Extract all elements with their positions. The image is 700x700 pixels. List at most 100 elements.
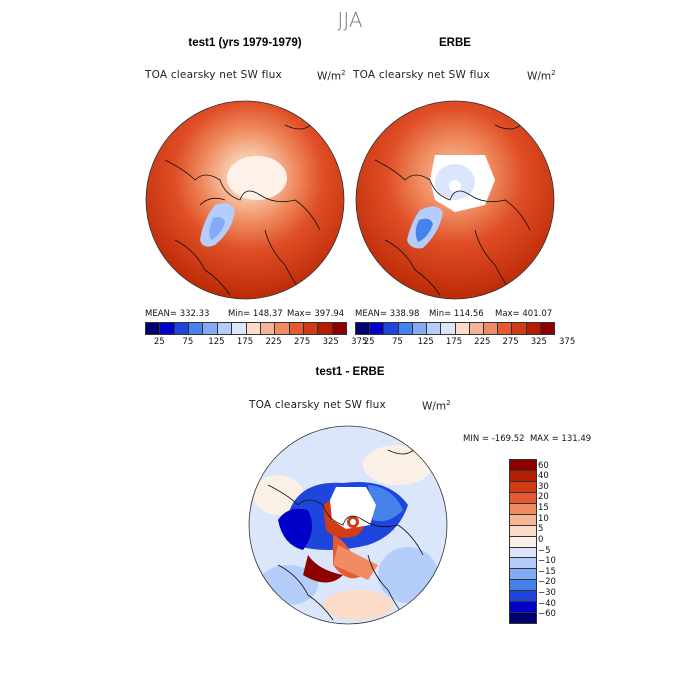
colorbar-swatch — [260, 323, 276, 334]
colorbar-swatch — [398, 323, 413, 334]
colorbar-tick-label: −40 — [538, 598, 556, 609]
colorbar-swatch — [246, 323, 261, 334]
colorbar-tick-label: 40 — [538, 471, 549, 482]
colorbar-swatch — [512, 323, 527, 334]
diff-unit: W/m2 — [422, 399, 451, 413]
colorbar-tick-label: −5 — [538, 545, 551, 556]
colorbar-tick-label: 25 — [153, 337, 165, 347]
colorbar-swatch — [160, 323, 175, 334]
colorbar-tick-label: 75 — [392, 337, 403, 347]
colorbar-tick-label: 75 — [182, 337, 194, 347]
colorbar-tick-label: 375 — [351, 337, 368, 347]
colorbar-swatch — [510, 492, 536, 504]
colorbar-swatch — [303, 323, 319, 334]
colorbar-swatch — [540, 323, 555, 334]
colorbar-swatch — [412, 323, 428, 334]
colorbar-swatch — [275, 323, 290, 334]
diff-title: test1 - ERBE — [315, 366, 385, 378]
colorbar-tick-label: 10 — [538, 513, 549, 524]
colorbar-swatch — [510, 580, 536, 592]
colorbar-swatch — [289, 323, 304, 334]
colorbar-tick-label: −15 — [538, 566, 556, 577]
colorbar-swatch — [318, 323, 333, 334]
panel1-variable: TOA clearsky net SW flux — [145, 69, 282, 81]
panel2-variable: TOA clearsky net SW flux — [353, 69, 490, 81]
colorbar-tick-label: 0 — [538, 534, 544, 545]
season-title: JJA — [337, 8, 363, 32]
colorbar-swatch — [384, 323, 399, 334]
panel2-colorbar — [355, 322, 555, 335]
diff-colorbar — [509, 459, 537, 624]
colorbar-swatch — [217, 323, 233, 334]
colorbar-swatch — [510, 569, 536, 581]
colorbar-tick-label: 60 — [538, 460, 549, 471]
panel1-colorbar-ticks: 25 75 125 175 225 275 325 375 — [145, 337, 368, 349]
colorbar-tick-label: 25 — [363, 337, 375, 347]
colorbar-tick-label: 15 — [538, 503, 549, 514]
diff-minmax: MIN = -169.52 MAX = 131.49 — [463, 434, 592, 444]
panel2-title: ERBE — [439, 37, 471, 49]
colorbar-swatch — [510, 525, 536, 537]
colorbar-swatch — [469, 323, 484, 334]
colorbar-tick-label: −20 — [538, 577, 556, 588]
colorbar-tick-label: 20 — [538, 492, 549, 503]
colorbar-tick-label: 275 — [502, 337, 519, 347]
colorbar-swatch — [146, 323, 161, 334]
panel2-colorbar-ticks: 25 75 125 175 225 275 325 375 — [355, 337, 576, 349]
panel1-unit: W/m2 — [317, 69, 346, 83]
colorbar-tick-label: 5 — [538, 524, 544, 535]
colorbar-swatch — [189, 323, 204, 334]
colorbar-swatch — [510, 514, 536, 526]
colorbar-tick-label: 225 — [474, 337, 491, 347]
colorbar-tick-label: 125 — [417, 337, 434, 347]
diff-variable: TOA clearsky net SW flux — [249, 399, 386, 411]
colorbar-tick-label: 225 — [265, 337, 282, 347]
colorbar-tick-label: 325 — [322, 337, 339, 347]
panel1-colorbar — [145, 322, 347, 335]
colorbar-swatch — [441, 323, 456, 334]
colorbar-tick-label: 125 — [208, 337, 225, 347]
colorbar-swatch — [510, 613, 536, 624]
panel1-max: Max= 397.94 — [287, 309, 345, 319]
colorbar-swatch — [483, 323, 499, 334]
diff-polar-map — [248, 425, 448, 625]
colorbar-tick-label: −10 — [538, 556, 556, 567]
panel2-polar-map — [355, 100, 555, 300]
colorbar-swatch — [356, 323, 371, 334]
colorbar-swatch — [232, 323, 247, 334]
panel1-mean: MEAN= 332.33 — [145, 309, 210, 319]
panel1-min: Min= 148.37 — [228, 309, 283, 319]
colorbar-swatch — [370, 323, 385, 334]
panel2-max: Max= 401.07 — [495, 309, 553, 319]
panel1-polar-map — [145, 100, 345, 300]
panel2-unit: W/m2 — [527, 69, 556, 83]
colorbar-swatch — [203, 323, 218, 334]
colorbar-swatch — [510, 536, 536, 548]
colorbar-swatch — [332, 323, 347, 334]
colorbar-swatch — [510, 591, 536, 603]
colorbar-tick-label: 325 — [530, 337, 547, 347]
colorbar-swatch — [510, 481, 536, 493]
diff-colorbar-ticks: 60 40 30 20 15 10 5 0 −5 −10 −15 −20 −30 −40 −60 — [538, 459, 578, 622]
colorbar-swatch — [510, 602, 536, 614]
colorbar-swatch — [455, 323, 470, 334]
panel2-mean: MEAN= 338.98 — [355, 309, 420, 319]
colorbar-swatch — [510, 503, 536, 515]
colorbar-tick-label: 30 — [538, 481, 549, 492]
colorbar-swatch — [510, 558, 536, 570]
colorbar-swatch — [510, 470, 536, 482]
colorbar-tick-label: −30 — [538, 588, 556, 599]
colorbar-swatch — [526, 323, 541, 334]
panel1-title: test1 (yrs 1979-1979) — [188, 37, 302, 49]
colorbar-swatch — [510, 460, 536, 471]
colorbar-swatch — [498, 323, 513, 334]
colorbar-swatch — [427, 323, 442, 334]
colorbar-swatch — [510, 547, 536, 559]
colorbar-tick-label: 175 — [445, 337, 463, 347]
colorbar-tick-label: 175 — [236, 337, 254, 347]
colorbar-tick-label: 375 — [559, 337, 576, 347]
colorbar-tick-label: −60 — [538, 609, 556, 620]
panel2-min: Min= 114.56 — [429, 309, 484, 319]
colorbar-swatch — [174, 323, 190, 334]
colorbar-tick-label: 275 — [294, 337, 311, 347]
